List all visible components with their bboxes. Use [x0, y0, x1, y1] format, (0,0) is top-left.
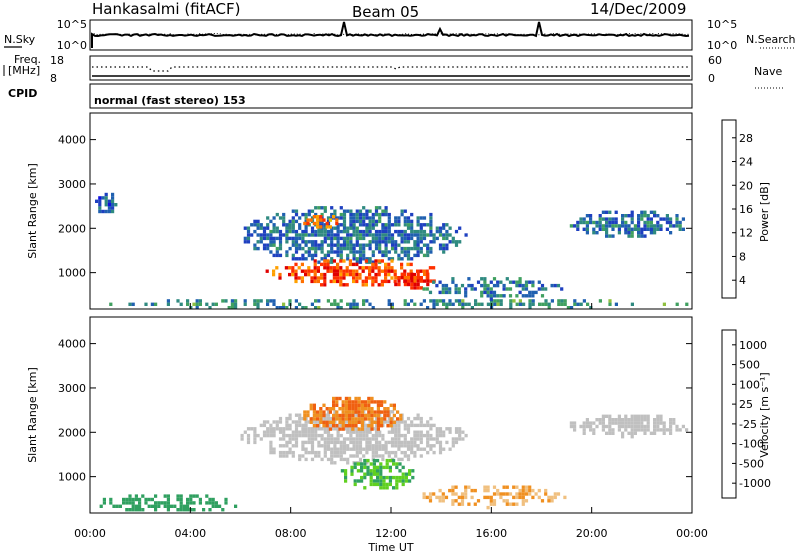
power-cbar-tick-2: 20: [739, 179, 753, 192]
velocity-region-0: [99, 494, 238, 512]
cpid-text: normal (fast stereo) 153: [94, 94, 246, 107]
freq-strip: [89, 55, 693, 81]
velocity-ytick-0: 4000: [58, 338, 86, 351]
velocity-cbar-tick-5: -100: [739, 438, 764, 451]
nave-label: Nave: [754, 65, 782, 78]
date-title: 14/Dec/2009: [590, 0, 686, 18]
power-colorbar: 28 24 20 16 12 8 4: [721, 119, 753, 299]
nave-tick-top: 60: [708, 54, 722, 67]
power-region-6: [422, 277, 564, 301]
velocity-region-5: [569, 414, 689, 439]
power-region-0: [109, 299, 689, 310]
xtick-4: 16:00: [475, 527, 507, 540]
velocity-cbar-tick-0: 1000: [739, 339, 767, 352]
power-y-ticks: 4000 3000 2000 1000: [58, 134, 692, 280]
nave-trace: [92, 66, 688, 72]
xtick-0: 00:00: [74, 527, 106, 540]
velocity-region-4: [422, 485, 567, 510]
power-ytick-0: 4000: [58, 134, 86, 147]
nsearch-label: N.Search: [746, 33, 796, 46]
power-cbar-tick-3: 16: [739, 203, 753, 216]
xtick-2: 08:00: [275, 527, 307, 540]
nsky-trace: [91, 21, 690, 48]
nave-tick-bottom: 0: [708, 72, 715, 85]
nsky-label: N.Sky: [4, 33, 36, 46]
power-region-7: [569, 210, 685, 238]
velocity-region-2: [303, 396, 403, 431]
nsky-tick-top: 10^5: [57, 18, 87, 31]
freq-unit: [MHz]: [8, 64, 40, 77]
velocity-region-3: [340, 458, 415, 490]
xtick-5: 20:00: [576, 527, 608, 540]
power-ylabel: Slant Range [km]: [26, 163, 39, 259]
xtick-1: 04:00: [174, 527, 206, 540]
velocity-region-1: [240, 410, 468, 465]
power-cbar-tick-6: 4: [739, 274, 746, 287]
power-cbar-tick-1: 24: [739, 156, 753, 169]
power-colorbar-label: Power [dB]: [758, 182, 771, 242]
power-region-1: [95, 192, 118, 214]
station-title: Hankasalmi (fitACF): [92, 0, 240, 18]
power-cbar-tick-5: 8: [739, 250, 746, 263]
power-region-3: [303, 215, 339, 229]
power-ytick-2: 2000: [58, 222, 86, 235]
power-ytick-3: 1000: [58, 267, 86, 280]
nsky-tick-bottom: 10^0: [57, 39, 87, 52]
velocity-heatmap: [99, 396, 689, 512]
freq-label: Freq.: [14, 53, 41, 66]
velocity-cbar-tick-1: 500: [739, 359, 760, 372]
x-axis-label: Time UT: [367, 541, 413, 554]
power-region-5: [394, 272, 436, 290]
power-heatmap: [95, 192, 689, 310]
freq-tick-bottom: 8: [50, 72, 57, 85]
velocity-y-ticks: 4000 3000 2000 1000: [58, 338, 692, 484]
velocity-cbar-tick-2: 100: [739, 378, 760, 391]
power-cbar-tick-0: 28: [739, 132, 753, 145]
nsky-strip: [4, 19, 693, 51]
power-region-2: [243, 206, 468, 264]
velocity-cbar-tick-3: 25: [739, 398, 753, 411]
velocity-cbar-tick-4: -25: [739, 418, 757, 431]
velocity-cbar-tick-7: -1000: [739, 477, 771, 490]
xtick-6: 00:00: [676, 527, 708, 540]
nsearch-tick-top: 10^5: [707, 18, 737, 31]
power-ytick-1: 3000: [58, 178, 86, 191]
velocity-colorbar: 1000 500 100 25 -25 -100 -500 -1000: [721, 329, 771, 499]
x-ticks: 00:00 04:00 08:00 12:00 16:00 20:00 00:00: [74, 303, 708, 540]
nsearch-tick-bottom: 10^0: [707, 39, 737, 52]
velocity-ytick-3: 1000: [58, 471, 86, 484]
xtick-3: 12:00: [375, 527, 407, 540]
velocity-ytick-2: 2000: [58, 426, 86, 439]
beam-title: Beam 05: [352, 3, 419, 21]
cpid-label: CPID: [8, 87, 37, 100]
power-cbar-tick-4: 12: [739, 227, 753, 240]
velocity-ytick-1: 3000: [58, 382, 86, 395]
velocity-cbar-tick-6: -500: [739, 457, 764, 470]
cpid-strip: [89, 83, 693, 109]
freq-tick-top: 18: [50, 54, 64, 67]
velocity-colorbar-label: Velocity [m s⁻¹]: [758, 372, 771, 457]
velocity-ylabel: Slant Range [km]: [26, 367, 39, 463]
